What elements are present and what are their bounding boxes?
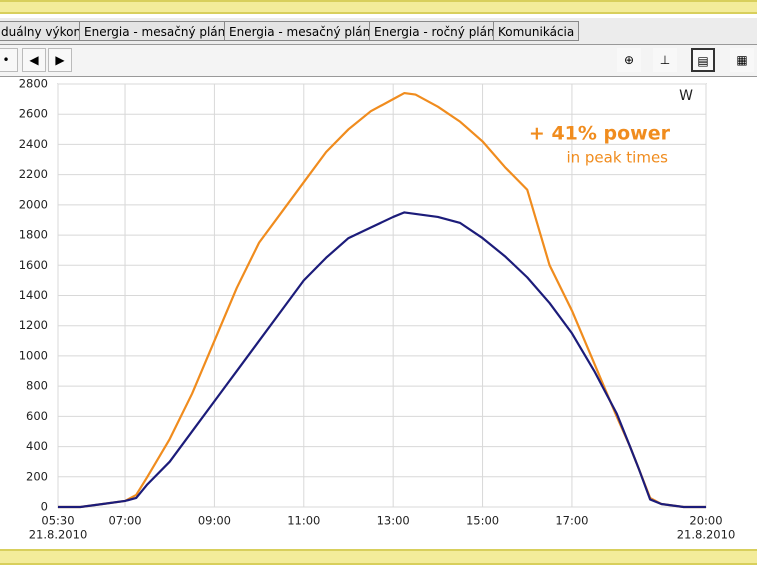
axis-button[interactable]: ⊥ [653,48,677,72]
y-tick-label: 2200 [19,167,48,181]
tab-bar: duálny výkon Energia - mesačný plán Energi… [0,18,757,45]
y-tick-label: 2400 [19,137,48,151]
date-label: 21.8.2010 [677,528,736,542]
y-tick-label: 1600 [19,258,48,272]
y-tick-label: 1200 [19,318,48,332]
unit-label: W [679,88,693,104]
y-tick-label: 2600 [19,107,48,121]
x-tick-label: 20:00 [689,514,722,528]
layout-button[interactable]: ▤ [691,48,715,72]
tab[interactable]: Energia - mesačný plán [224,21,376,41]
annotation-sub: in peak times [566,149,668,167]
y-tick-label: 2800 [19,77,48,91]
y-tick-label: 2000 [19,197,48,211]
tab[interactable]: Komunikácia [493,21,580,41]
x-tick-label: 05:30 [41,514,74,528]
toolbar: • ◀ ▶ ⊕ ⊥ ▤ ▦ [0,45,757,77]
tab[interactable]: Energia - ročný plán [369,21,500,41]
y-tick-label: 600 [26,409,48,423]
tab[interactable]: duálny výkon [0,21,87,41]
x-tick-label: 07:00 [108,514,141,528]
next-button[interactable]: ▶ [48,48,72,72]
chart: W + 41% power in peak times 21.8.2010 21… [19,77,736,542]
y-tick-label: 1800 [19,228,48,242]
bottom-border [0,549,757,565]
series-line [58,211,706,509]
x-tick-label: 13:00 [377,514,410,528]
date-label: 21.8.2010 [29,528,88,542]
x-tick-label: 09:00 [198,514,231,528]
y-tick-label: 800 [26,379,48,393]
annotation: + 41% power [529,123,671,145]
chart-button[interactable]: ▦ [730,48,754,72]
prev-button[interactable]: ◀ [22,48,46,72]
y-tick-label: 200 [26,469,48,483]
tab[interactable]: Energia - mesačný plán [79,21,231,41]
crosshair-button[interactable]: ⊕ [617,48,641,72]
y-tick-label: 0 [41,500,48,514]
y-tick-label: 1400 [19,288,48,302]
y-tick-label: 400 [26,439,48,453]
top-border [0,0,757,14]
y-tick-label: 1000 [19,348,48,362]
x-tick-label: 15:00 [466,514,499,528]
toolbar-button[interactable]: • [0,48,18,72]
x-tick-label: 17:00 [555,514,588,528]
x-tick-label: 11:00 [287,514,320,528]
